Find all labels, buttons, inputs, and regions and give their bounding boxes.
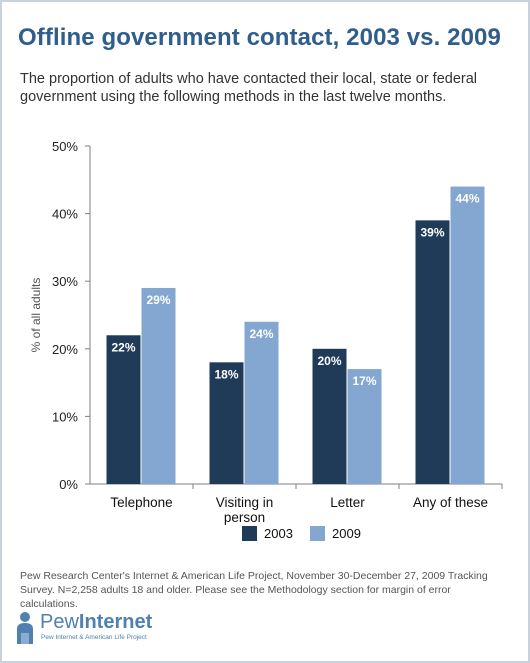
legend-label: 2003 [264, 526, 293, 541]
logo-name-light: Pew [40, 611, 79, 633]
bar-2009 [347, 369, 382, 484]
bar-value-label: 18% [214, 367, 238, 381]
bar-value-label: 24% [249, 327, 273, 341]
y-tick-label: 20% [52, 342, 78, 357]
bar-2009 [450, 186, 485, 484]
y-tick-label: 50% [52, 139, 78, 154]
legend-swatch-2009 [310, 526, 325, 541]
x-tick-label: Letter [330, 495, 365, 510]
chart-subtitle: The proportion of adults who have contac… [20, 71, 478, 105]
bar-value-label: 22% [111, 340, 135, 354]
y-tick-label: 40% [52, 207, 78, 222]
y-axis-title: % of all adults [29, 278, 43, 353]
bar-2003 [209, 362, 244, 484]
source-footnote: Pew Research Center's Internet & America… [20, 570, 488, 610]
logo-wordmark: PewInternet [40, 611, 152, 634]
bar-value-label: 44% [455, 192, 479, 206]
pew-internet-logo: PewInternet Pew Internet & American Life… [14, 609, 214, 649]
y-tick-label: 0% [59, 477, 78, 492]
bar-value-label: 17% [352, 374, 376, 388]
bar-2009 [244, 321, 279, 484]
bar-2003 [312, 348, 347, 484]
chart-title: Offline government contact, 2003 vs. 200… [18, 24, 501, 51]
bar-2003 [415, 220, 450, 485]
bar-value-label: 39% [420, 225, 444, 239]
legend-label: 2009 [332, 526, 361, 541]
x-tick-label: Telephone [110, 495, 172, 510]
x-tick-label: Visiting in [216, 495, 274, 510]
logo-tagline: Pew Internet & American Life Project [41, 634, 147, 641]
bar-value-label: 20% [317, 354, 341, 368]
bar-2003 [106, 335, 141, 484]
bar-value-label: 29% [146, 293, 170, 307]
bar-chart: 0% 10% 20% 30% 40% 50% % of all adults 22% 29% Te… [29, 139, 503, 541]
x-tick-label: Any of these [413, 495, 488, 510]
y-tick-label: 10% [52, 409, 78, 424]
bar-2009 [141, 287, 176, 484]
y-tick-label: 30% [52, 274, 78, 289]
x-tick-label: person [224, 510, 265, 525]
legend-swatch-2003 [242, 526, 257, 541]
logo-name-bold: Internet [78, 611, 153, 633]
person-silhouette-icon [17, 612, 33, 644]
